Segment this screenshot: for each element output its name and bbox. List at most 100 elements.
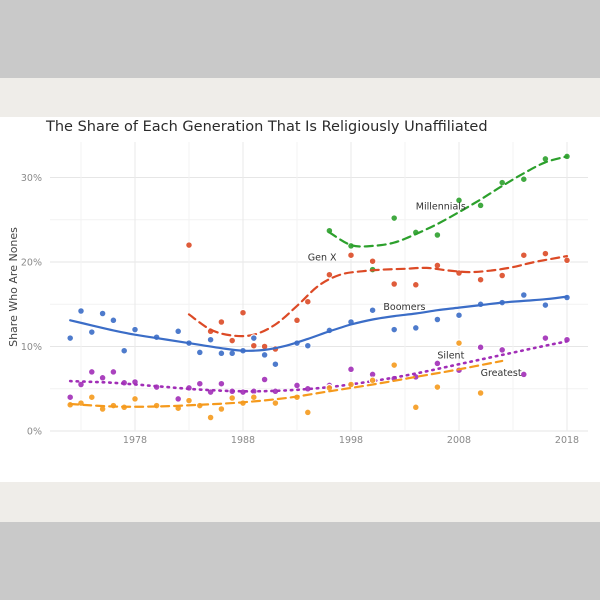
data-point-silent <box>541 334 550 342</box>
data-point-gen-x <box>519 251 528 260</box>
data-point-gen-x <box>303 297 312 306</box>
data-point-gen-x <box>563 256 571 265</box>
data-point-gen-x <box>249 341 258 350</box>
data-point-silent <box>77 380 85 389</box>
x-tick-label: 2018 <box>555 435 579 446</box>
data-point-boomers <box>174 327 183 336</box>
data-point-greatest <box>303 408 312 417</box>
data-point-greatest <box>228 394 237 402</box>
data-point-gen-x <box>476 275 485 284</box>
data-point-greatest <box>368 376 377 385</box>
data-point-gen-x <box>239 308 247 317</box>
data-point-gen-x <box>433 261 442 270</box>
data-point-boomers <box>120 346 129 355</box>
data-point-greatest <box>249 393 258 402</box>
data-point-greatest <box>390 361 399 369</box>
data-point-millennials <box>433 231 442 239</box>
data-point-boomers <box>109 316 118 325</box>
series-label-millennials: Millennials <box>416 202 466 213</box>
data-point-greatest <box>87 393 96 402</box>
data-point-gen-x <box>325 270 334 279</box>
y-tick-label: 20% <box>21 258 42 269</box>
data-point-gen-x <box>185 241 193 249</box>
data-point-silent <box>433 359 442 368</box>
series-layer: Millennials Gen X Boomers Silent Greatest <box>66 152 571 422</box>
data-point-greatest <box>185 396 193 405</box>
data-point-gen-x <box>368 257 377 266</box>
data-point-silent <box>260 375 269 384</box>
data-point-boomers <box>368 306 377 315</box>
trend-line-silent <box>68 340 569 393</box>
series-label-greatest: Greatest <box>481 368 522 379</box>
data-point-greatest <box>476 389 485 397</box>
y-tick-label: 0% <box>27 427 42 438</box>
data-point-silent <box>174 395 183 403</box>
chart-title: The Share of Each Generation That Is Rel… <box>46 119 488 135</box>
y-tick-label: 10% <box>21 342 42 353</box>
x-tick-label: 1978 <box>123 435 147 446</box>
data-point-millennials <box>455 196 463 205</box>
data-point-greatest <box>271 399 280 407</box>
data-point-greatest <box>217 405 226 413</box>
data-point-silent <box>87 368 96 376</box>
trend-line-gen-x <box>187 255 569 338</box>
data-point-boomers <box>519 291 528 299</box>
data-point-boomers <box>87 328 96 336</box>
data-point-boomers <box>98 309 107 318</box>
data-point-silent <box>98 373 107 382</box>
data-point-gen-x <box>217 318 226 326</box>
trend-line-greatest <box>69 359 504 408</box>
data-point-boomers <box>411 324 420 332</box>
data-point-boomers <box>217 349 226 358</box>
data-point-boomers <box>66 334 75 342</box>
data-point-boomers <box>303 341 312 350</box>
series-label-boomers: Boomers <box>383 302 425 313</box>
data-point-boomers <box>271 360 280 369</box>
x-tick-label: 1988 <box>231 435 255 446</box>
series-millennials: Millennials <box>325 152 571 274</box>
data-point-gen-x <box>411 280 420 289</box>
data-point-millennials <box>498 178 507 187</box>
series-label-silent: Silent <box>437 350 464 361</box>
data-point-silent <box>293 381 301 390</box>
data-point-silent <box>109 368 118 376</box>
trend-line-millennials <box>328 155 569 248</box>
data-point-gen-x <box>390 280 399 288</box>
data-point-greatest <box>455 339 463 347</box>
data-point-boomers <box>206 335 215 344</box>
y-axis-title: Share Who Are Nones <box>7 227 20 347</box>
series-label-gen-x: Gen X <box>308 252 337 263</box>
data-point-boomers <box>455 311 463 320</box>
data-point-millennials <box>476 201 485 210</box>
series-greatest: Greatest <box>66 339 522 422</box>
data-point-greatest <box>433 383 442 391</box>
grid <box>50 142 588 432</box>
data-point-boomers <box>390 325 399 334</box>
axis-ticks: 1978 1988 1998 2008 2018 0% 10% 20% 30% <box>21 173 579 446</box>
data-point-boomers <box>77 307 85 315</box>
data-point-gen-x <box>228 336 237 345</box>
data-point-gen-x <box>498 271 507 280</box>
data-point-silent <box>519 370 528 379</box>
data-point-silent <box>195 379 204 388</box>
data-point-greatest <box>411 403 420 412</box>
data-point-boomers <box>249 334 258 342</box>
series-boomers: Boomers <box>66 291 571 369</box>
x-tick-label: 2008 <box>447 435 471 446</box>
data-point-gen-x <box>541 249 550 258</box>
data-point-silent <box>476 343 485 352</box>
data-point-greatest <box>347 380 355 389</box>
trend-line-boomers <box>69 295 569 352</box>
data-point-silent <box>217 379 226 388</box>
data-point-silent <box>66 393 75 402</box>
data-point-silent <box>347 365 355 374</box>
data-point-millennials <box>519 175 528 184</box>
data-point-boomers <box>541 301 550 309</box>
data-point-silent <box>498 346 507 354</box>
data-point-boomers <box>260 351 269 359</box>
data-point-greatest <box>131 395 139 403</box>
y-tick-label: 30% <box>21 173 42 184</box>
data-point-boomers <box>195 348 204 357</box>
data-point-boomers <box>433 315 442 324</box>
